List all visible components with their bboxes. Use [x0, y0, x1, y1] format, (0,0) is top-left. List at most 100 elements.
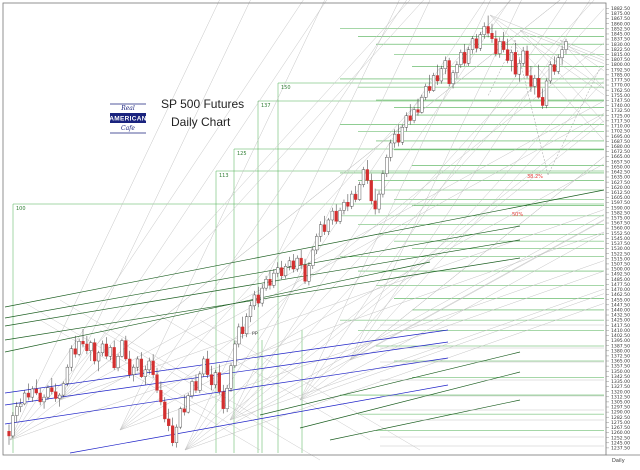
- y-tick-label: 1260.00: [611, 430, 630, 436]
- candle-body-up: [412, 109, 416, 121]
- gann-fan-line: [349, 0, 591, 361]
- candle-body-up: [58, 394, 62, 399]
- y-tick-label: 1327.50: [611, 384, 630, 390]
- candle-body-up: [77, 341, 81, 355]
- y-tick-label: 1680.00: [611, 144, 630, 150]
- candle-body-down: [303, 264, 307, 282]
- candle-body-up: [202, 358, 206, 375]
- candle-body-down: [50, 387, 54, 392]
- candle-body-up: [283, 266, 288, 277]
- candle-body-up: [533, 78, 537, 87]
- candle-body-up: [186, 395, 190, 413]
- candle-body-down: [502, 41, 506, 50]
- candle-body-down: [435, 75, 440, 82]
- candle-body-down: [221, 391, 225, 409]
- gann-fan-line: [299, 0, 567, 401]
- candle-body-up: [135, 358, 140, 368]
- y-tick-label: 1702.50: [611, 129, 630, 135]
- candle-body-up: [198, 373, 202, 391]
- candle-body-down: [299, 257, 303, 266]
- candle-body-down: [170, 425, 175, 443]
- y-tick-label: 1447.50: [611, 302, 630, 308]
- candle-body-up: [100, 343, 105, 354]
- y-tick-label: 1567.50: [611, 221, 630, 227]
- candle-body-down: [490, 33, 494, 39]
- y-tick-label: 1500.00: [611, 267, 630, 273]
- gann-fan-line: [59, 100, 605, 401]
- candle-body-down: [128, 358, 132, 375]
- y-tick-label: 1455.00: [611, 297, 630, 303]
- candle-body-down: [93, 342, 97, 362]
- candle-body-up: [393, 133, 397, 144]
- candle-body-up: [96, 352, 101, 362]
- y-tick-label: 1867.50: [611, 16, 630, 22]
- candle-body-down: [7, 430, 11, 437]
- candle-body-up: [233, 343, 237, 366]
- y-tick-label: 1807.50: [611, 57, 630, 63]
- y-tick-label: 1710.00: [611, 124, 630, 130]
- gann-fan-line: [299, 293, 605, 401]
- y-tick-label: 1290.00: [611, 410, 630, 416]
- candle-body-up: [544, 80, 549, 106]
- y-tick-label: 1237.50: [611, 445, 630, 451]
- y-tick-label: 1845.00: [611, 32, 630, 38]
- gann-cross-line: [39, 319, 261, 451]
- candle-body-down: [365, 169, 369, 181]
- y-tick-label: 1282.50: [611, 415, 630, 421]
- candle-body-down: [354, 193, 358, 200]
- y-tick-label: 1245.00: [611, 440, 630, 446]
- candle-body-down: [408, 115, 412, 121]
- blue-channel-line: [69, 384, 449, 454]
- candle-body-down: [182, 408, 186, 413]
- y-tick-label: 1657.50: [611, 159, 630, 165]
- gann-fan-line: [119, 0, 326, 431]
- y-tick-label: 1575.00: [611, 216, 630, 222]
- gann-fan-line: [229, 120, 605, 421]
- candle-body-down: [54, 391, 58, 399]
- candle-body-up: [470, 38, 475, 50]
- box-label-137: 137: [261, 103, 271, 109]
- fib-label-50: 50%: [512, 212, 523, 218]
- gann-fan-line: [489, 14, 605, 61]
- y-tick-label: 1252.50: [611, 435, 630, 441]
- gann-fan-line: [489, 14, 605, 141]
- candle-body-down: [85, 343, 89, 351]
- y-tick-label: 1620.00: [611, 185, 630, 191]
- y-tick-label: 1492.50: [611, 272, 630, 278]
- y-tick-label: 1635.00: [611, 175, 630, 181]
- candle-body-up: [307, 265, 311, 282]
- gann-fan-line: [119, 260, 605, 431]
- candle-body-up: [248, 305, 253, 317]
- logo: Real AMERICAN Cafe: [109, 103, 146, 134]
- candle-body-up: [424, 86, 428, 98]
- candle-body-down: [194, 381, 198, 391]
- candle-body-up: [556, 57, 560, 72]
- y-tick-label: 1387.50: [611, 343, 630, 349]
- candle-body-up: [42, 396, 46, 403]
- gann-cross-line: [199, 319, 421, 451]
- blue-channel-line: [4, 329, 449, 394]
- y-tick-label: 1380.00: [611, 348, 630, 354]
- chart-subtitle: Daily Chart: [171, 115, 231, 129]
- y-tick-label: 1342.50: [611, 374, 630, 380]
- fib-label-382: 38.2%: [527, 174, 543, 180]
- blue-channel-line: [4, 341, 449, 406]
- box-label-113: 113: [219, 173, 229, 179]
- candle-body-down: [167, 418, 171, 426]
- candle-body-up: [455, 64, 459, 73]
- candle-body-up: [276, 267, 280, 274]
- trend-channel-line: [4, 239, 521, 327]
- candle-body-down: [552, 64, 556, 72]
- candle-body-down: [322, 224, 327, 232]
- y-tick-label: 1515.00: [611, 256, 630, 262]
- candle-body-up: [319, 224, 323, 237]
- candle-body-up: [225, 388, 229, 409]
- candle-body-up: [326, 219, 331, 232]
- candle-body-up: [381, 173, 385, 195]
- gann-fan-line: [9, 0, 411, 441]
- y-tick-label: 1695.00: [611, 134, 630, 140]
- y-tick-label: 1672.50: [611, 149, 630, 155]
- candle-body-up: [361, 169, 366, 185]
- candle-body-down: [291, 260, 295, 270]
